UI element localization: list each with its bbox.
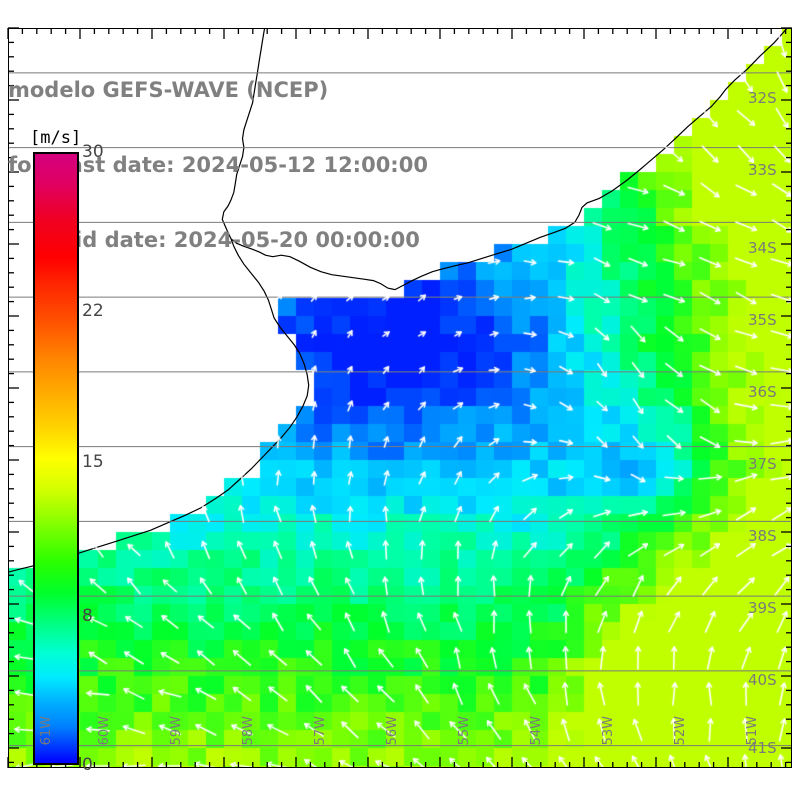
colorbar-tick-22: 22 (82, 301, 104, 321)
map-plot-area[interactable] (8, 28, 792, 768)
colorbar-tick-8: 8 (82, 606, 93, 626)
colorbar-tick-15: 15 (82, 452, 104, 472)
colorbar-unit-label: [m/s] (30, 128, 82, 148)
colorbar[interactable] (33, 152, 79, 765)
wind-speed-raster (8, 28, 792, 768)
colorbar-gradient (33, 152, 79, 765)
colorbar-tick-30: 30 (82, 142, 104, 162)
colorbar-tick-0: 0 (82, 755, 93, 775)
